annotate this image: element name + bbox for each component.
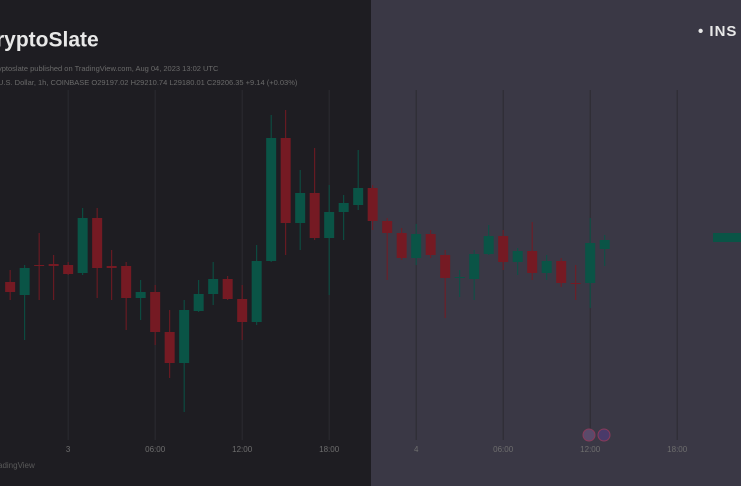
candle-body <box>19 268 30 295</box>
candle-body <box>425 234 436 255</box>
subtitle: yptoslate published on TradingView.com, … <box>0 64 219 73</box>
candle-body <box>454 277 465 278</box>
candle-body <box>77 218 88 273</box>
candle-body <box>208 279 219 294</box>
candle-body <box>483 236 494 254</box>
candle-body <box>48 264 59 266</box>
x-tick-label: 06:00 <box>493 445 514 454</box>
candle-body <box>34 265 45 266</box>
x-tick-label: 06:00 <box>145 445 166 454</box>
candle-body <box>63 265 74 274</box>
candle-body <box>295 193 306 223</box>
candles <box>5 110 610 412</box>
corner-text: • INS <box>698 23 737 40</box>
candle-body <box>251 261 262 322</box>
candle-body <box>309 193 320 238</box>
candle-body <box>266 138 277 261</box>
chart-title: ryptoSlate <box>0 29 99 52</box>
x-tick-label: 18:00 <box>667 445 688 454</box>
candle-body <box>353 188 364 205</box>
candle-body <box>512 251 523 262</box>
candle-body <box>440 255 451 278</box>
x-tick-label: 12:00 <box>580 445 601 454</box>
candle-body <box>179 310 190 363</box>
candle-body <box>121 266 132 298</box>
candle-body <box>106 266 117 268</box>
candle-body <box>541 261 552 273</box>
candle-body <box>411 234 422 258</box>
x-tick-label: 12:00 <box>232 445 253 454</box>
candle-body <box>280 138 291 223</box>
candle-body <box>498 236 509 262</box>
candle-body <box>135 292 146 298</box>
event-icon <box>597 428 611 442</box>
candle-body <box>5 282 16 292</box>
candle-body <box>237 299 248 322</box>
candle-body <box>164 332 175 363</box>
x-tick-label: 4 <box>414 445 419 454</box>
candle-body <box>193 294 204 311</box>
price-tag <box>713 233 741 242</box>
watermark: adingView <box>0 461 35 470</box>
x-tick-label: 18:00 <box>319 445 340 454</box>
candle-body <box>338 203 349 212</box>
candle-body <box>367 188 378 221</box>
candle-body <box>92 218 103 268</box>
candle-body <box>570 283 581 284</box>
candle-body <box>599 240 610 249</box>
dark-panel <box>0 0 371 486</box>
candle-body <box>150 292 161 332</box>
candle-body <box>222 279 233 299</box>
symbol-info: U.S. Dollar, 1h, COINBASE O29197.02 H292… <box>0 78 298 87</box>
candle-body <box>585 243 596 283</box>
candle-body <box>396 233 407 258</box>
candle-body <box>382 221 393 233</box>
candle-body <box>556 261 567 283</box>
x-tick-label: 3 <box>66 445 71 454</box>
flag-icon <box>582 428 596 442</box>
candle-body <box>469 254 480 279</box>
candle-body <box>527 251 538 273</box>
candle-body <box>324 212 335 238</box>
